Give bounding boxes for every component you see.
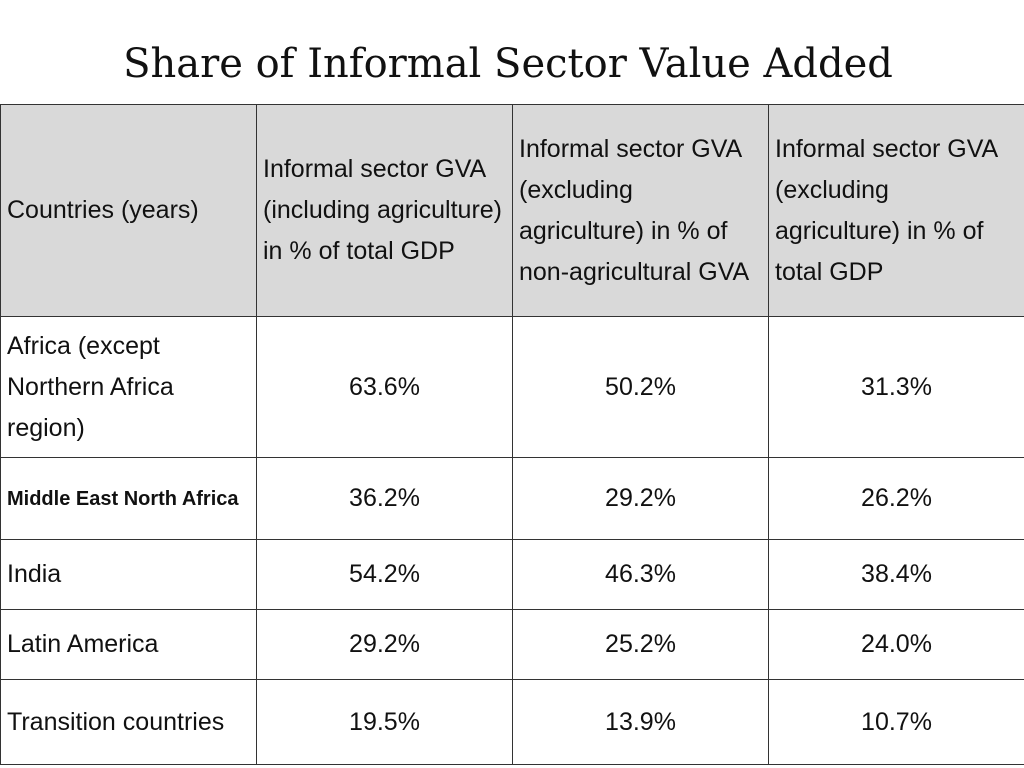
row-value: 36.2%: [256, 457, 513, 540]
slide-title: Share of Informal Sector Value Added: [123, 41, 893, 87]
table-row: India 54.2% 46.3% 38.4%: [0, 539, 1024, 610]
row-value: 63.6%: [256, 316, 513, 458]
row-value: 26.2%: [768, 457, 1024, 540]
row-region: Transition countries: [0, 679, 257, 765]
table-row: Transition countries 19.5% 13.9% 10.7%: [0, 679, 1024, 765]
header-countries: Countries (years): [0, 104, 257, 317]
row-region: Latin America: [0, 609, 257, 680]
informal-sector-table: Countries (years) Informal sector GVA (i…: [0, 104, 1024, 765]
row-value: 19.5%: [256, 679, 513, 765]
table-header-row: Countries (years) Informal sector GVA (i…: [0, 104, 1024, 317]
table-row: Middle East North Africa 36.2% 29.2% 26.…: [0, 457, 1024, 540]
header-gva-incl-agri-total-gdp: Informal sector GVA (including agricultu…: [256, 104, 513, 317]
row-value: 38.4%: [768, 539, 1024, 610]
row-value: 29.2%: [512, 457, 769, 540]
row-value: 24.0%: [768, 609, 1024, 680]
row-value: 31.3%: [768, 316, 1024, 458]
row-value: 10.7%: [768, 679, 1024, 765]
row-value: 50.2%: [512, 316, 769, 458]
row-value: 13.9%: [512, 679, 769, 765]
row-region: Middle East North Africa: [0, 457, 257, 540]
row-region: India: [0, 539, 257, 610]
table-row: Latin America 29.2% 25.2% 24.0%: [0, 609, 1024, 680]
row-value: 54.2%: [256, 539, 513, 610]
header-gva-excl-agri-total-gdp: Informal sector GVA (excluding agricultu…: [768, 104, 1024, 317]
header-gva-excl-agri-non-agri-gva: Informal sector GVA (excluding agricultu…: [512, 104, 769, 317]
row-value: 46.3%: [512, 539, 769, 610]
row-value: 29.2%: [256, 609, 513, 680]
table-row: Africa (except Northern Africa region) 6…: [0, 316, 1024, 458]
row-value: 25.2%: [512, 609, 769, 680]
row-region: Africa (except Northern Africa region): [0, 316, 257, 458]
